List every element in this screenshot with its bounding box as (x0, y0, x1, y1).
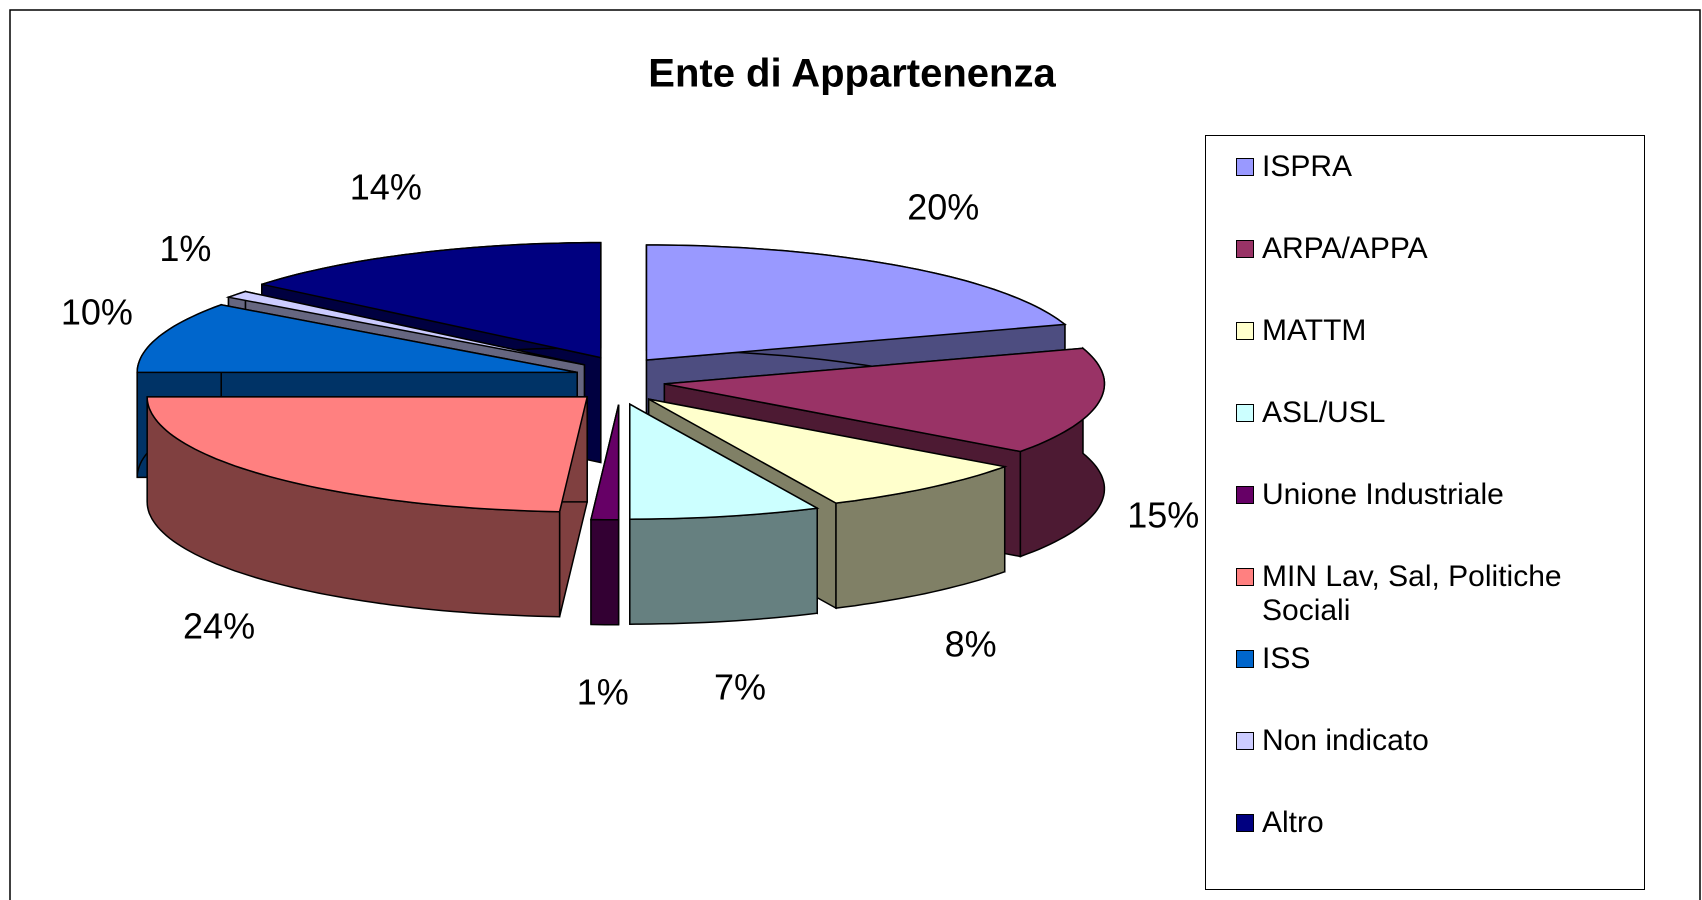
legend-label: MATTM (1262, 314, 1367, 347)
legend-item: ISPRA (1236, 150, 1628, 232)
slice (136, 304, 578, 374)
data-label: 14% (350, 167, 422, 208)
legend-swatch (1236, 732, 1254, 750)
legend-label: ASL/USL (1262, 396, 1386, 429)
legend: ISPRA ARPA/APPA MATTM ASL/USL Unione Industr… (1205, 135, 1645, 890)
slice-side (590, 518, 620, 626)
slice (146, 396, 589, 513)
legend-swatch (1236, 240, 1254, 258)
legend-swatch (1236, 158, 1254, 176)
legend-item: MATTM (1236, 314, 1628, 396)
slice (648, 398, 1008, 504)
legend-swatch (1236, 404, 1254, 422)
legend-item: Altro (1236, 806, 1628, 888)
legend-label: Non indicato (1262, 724, 1429, 757)
data-label: 10% (61, 292, 133, 333)
legend-item: ARPA/APPA (1236, 232, 1628, 314)
slice (261, 241, 602, 359)
data-label: 8% (945, 623, 997, 664)
slice (645, 244, 1067, 361)
data-label: 1% (159, 228, 211, 269)
data-label: 15% (1127, 494, 1199, 535)
legend-swatch (1236, 650, 1254, 668)
data-label: 7% (714, 666, 766, 707)
legend-item: MIN Lav, Sal, Politiche Sociali (1236, 560, 1628, 642)
slice (225, 290, 585, 366)
chart-title: Ente di Appartenenza (648, 52, 1056, 96)
legend-label: ISPRA (1262, 150, 1353, 183)
legend-label: Unione Industriale (1262, 478, 1504, 511)
data-label: 1% (577, 671, 629, 712)
data-label: 20% (907, 187, 979, 228)
legend-item: ASL/USL (1236, 396, 1628, 478)
data-label: 24% (183, 605, 255, 646)
legend-label: MIN Lav, Sal, Politiche Sociali (1262, 560, 1562, 627)
slice (629, 402, 820, 520)
slice (664, 347, 1106, 453)
legend-item: Unione Industriale (1236, 478, 1628, 560)
legend-swatch (1236, 486, 1254, 504)
legend-label: ISS (1262, 642, 1311, 675)
legend-swatch (1236, 568, 1254, 586)
legend-item: ISS (1236, 642, 1628, 724)
legend-swatch (1236, 814, 1254, 832)
legend-swatch (1236, 322, 1254, 340)
slice-side (629, 507, 818, 625)
pie (136, 241, 1106, 626)
legend-label: Altro (1262, 806, 1324, 839)
legend-item: Non indicato (1236, 724, 1628, 806)
slice (590, 404, 620, 521)
legend-label: ARPA/APPA (1262, 232, 1428, 265)
